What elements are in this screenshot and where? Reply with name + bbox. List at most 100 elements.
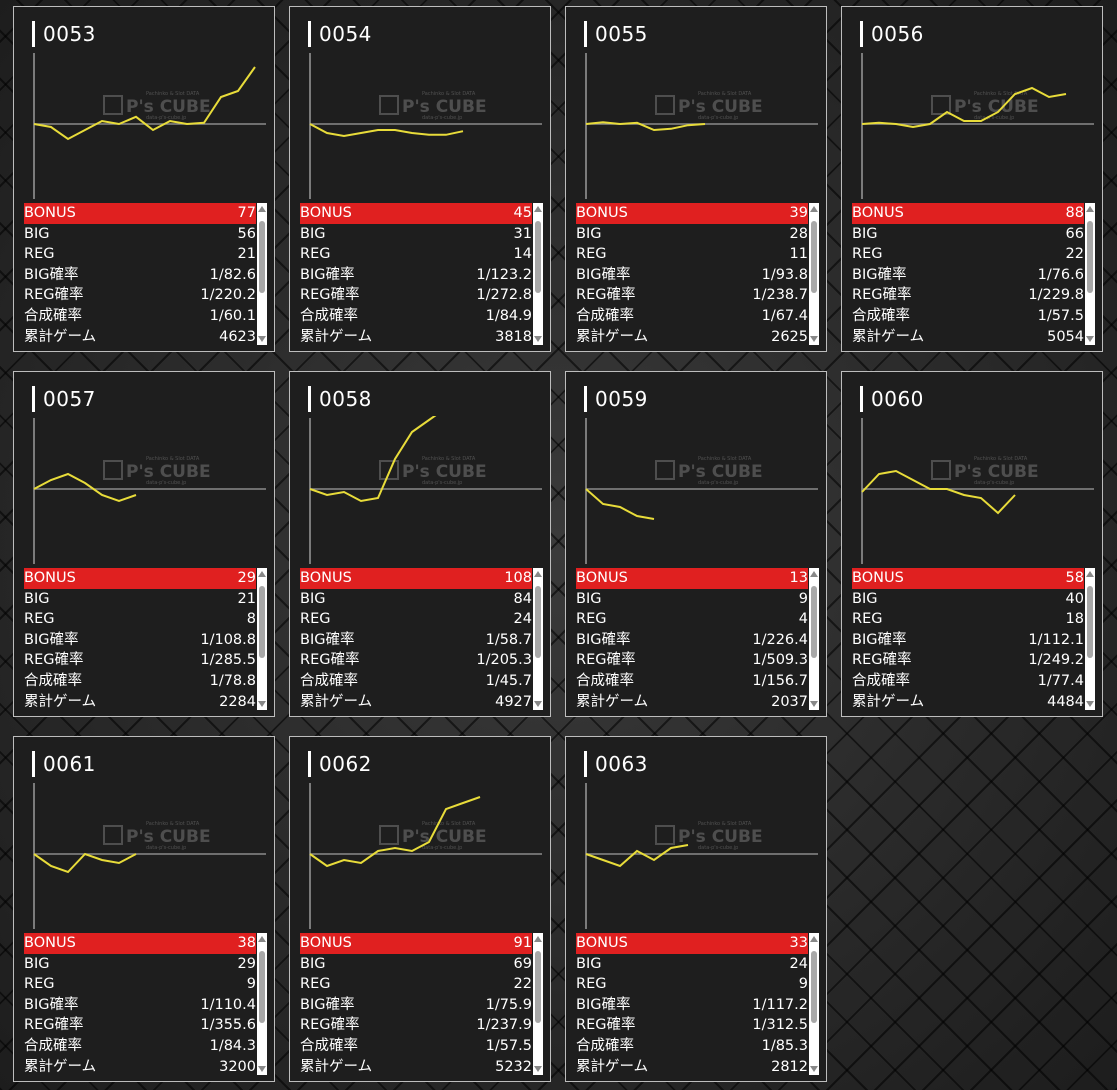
scroll-up-icon[interactable]: [258, 936, 266, 942]
scroll-thumb[interactable]: [535, 586, 541, 658]
scroll-up-icon[interactable]: [810, 936, 818, 942]
stats-scrollbar[interactable]: [257, 203, 267, 345]
stat-row-combined-rate: 合成確率 1/77.4: [852, 671, 1084, 692]
watermark-bottom: data-p's-cube.jp: [146, 115, 186, 121]
stat-label: 合成確率: [576, 673, 634, 689]
stats-scrollbar[interactable]: [257, 568, 267, 710]
stats-scrollbar[interactable]: [809, 933, 819, 1075]
stat-value: 1/84.9: [485, 308, 532, 324]
watermark-brand: P's CUBE: [402, 462, 487, 482]
stat-row-total-games: 累計ゲーム 5054: [852, 327, 1084, 348]
stats-scrollbar[interactable]: [257, 933, 267, 1075]
scroll-up-icon[interactable]: [810, 206, 818, 212]
scroll-thumb[interactable]: [811, 951, 817, 1023]
scroll-down-icon[interactable]: [810, 701, 818, 707]
stat-row-combined-rate: 合成確率 1/156.7: [576, 671, 808, 692]
stat-row-big-rate: BIG確率 1/123.2: [300, 265, 532, 286]
stat-value: 4484: [1047, 693, 1084, 710]
stats-list: BONUS 58 BIG 40 REG 18 BIG確率 1/112.1 REG確率 1/249.…: [852, 568, 1095, 710]
stats-list: BONUS 91 BIG 69 REG 22 BIG確率 1/75.9 REG確率 1/237.9…: [300, 933, 543, 1075]
scroll-up-icon[interactable]: [1086, 206, 1094, 212]
stats-list: BONUS 29 BIG 21 REG 8 BIG確率 1/108.8 REG確率 1/285.5…: [24, 568, 267, 710]
stat-value: 28: [789, 225, 808, 242]
scroll-up-icon[interactable]: [810, 571, 818, 577]
scroll-up-icon[interactable]: [258, 571, 266, 577]
scroll-down-icon[interactable]: [810, 336, 818, 342]
machine-card[interactable]: 0054 Pachinko & Slot DATA P's CUBE data-p's…: [289, 6, 551, 352]
machine-card[interactable]: 0056 Pachinko & Slot DATA P's CUBE data-p's…: [841, 6, 1103, 352]
stat-value: 1/123.2: [476, 266, 532, 283]
machine-title: 0061: [32, 751, 96, 777]
scroll-up-icon[interactable]: [534, 571, 542, 577]
stat-label: REG: [576, 611, 607, 628]
scroll-down-icon[interactable]: [810, 1066, 818, 1072]
machine-title: 0058: [308, 386, 372, 412]
scroll-thumb[interactable]: [1087, 586, 1093, 658]
stat-row-total-games: 累計ゲーム 4623: [24, 327, 256, 348]
scroll-thumb[interactable]: [811, 586, 817, 658]
scroll-thumb[interactable]: [259, 221, 265, 293]
stat-value: 39: [789, 205, 808, 221]
watermark-brand: P's CUBE: [678, 827, 763, 847]
scroll-down-icon[interactable]: [534, 336, 542, 342]
stat-row-combined-rate: 合成確率 1/45.7: [300, 671, 532, 692]
scroll-down-icon[interactable]: [534, 1066, 542, 1072]
stat-label: BIG確率: [300, 266, 355, 283]
stat-row-bonus: BONUS 29: [24, 568, 256, 589]
stat-row-big-rate: BIG確率 1/112.1: [852, 630, 1084, 651]
scroll-thumb[interactable]: [535, 951, 541, 1023]
stats-scrollbar[interactable]: [809, 203, 819, 345]
scroll-down-icon[interactable]: [1086, 336, 1094, 342]
scroll-down-icon[interactable]: [258, 336, 266, 342]
stat-row-reg-rate: REG確率 1/355.6: [24, 1015, 256, 1036]
stats-scrollbar[interactable]: [1085, 203, 1095, 345]
machine-card[interactable]: 0060 Pachinko & Slot DATA P's CUBE data-p's…: [841, 371, 1103, 717]
stats-scrollbar[interactable]: [533, 933, 543, 1075]
watermark-top: Pachinko & Slot DATA: [974, 456, 1028, 462]
stat-label: REG確率: [852, 287, 912, 304]
watermark-bottom: data-p's-cube.jp: [422, 480, 462, 486]
scroll-thumb[interactable]: [535, 221, 541, 293]
stat-row-total-games: 累計ゲーム 2037: [576, 692, 808, 713]
machine-card[interactable]: 0061 Pachinko & Slot DATA P's CUBE data-p's…: [13, 736, 275, 1082]
machine-card[interactable]: 0059 Pachinko & Slot DATA P's CUBE data-p's…: [565, 371, 827, 717]
stats-scrollbar[interactable]: [533, 568, 543, 710]
stat-row-bonus: BONUS 45: [300, 203, 532, 224]
machine-number: 0057: [43, 387, 96, 411]
machine-card[interactable]: 0057 Pachinko & Slot DATA P's CUBE data-p's…: [13, 371, 275, 717]
stat-row-bonus: BONUS 88: [852, 203, 1084, 224]
machine-card[interactable]: 0062 Pachinko & Slot DATA P's CUBE data-p's…: [289, 736, 551, 1082]
watermark-top: Pachinko & Slot DATA: [146, 821, 200, 827]
scroll-thumb[interactable]: [811, 221, 817, 293]
machine-card[interactable]: 0063 Pachinko & Slot DATA P's CUBE data-p's…: [565, 736, 827, 1082]
scroll-down-icon[interactable]: [534, 701, 542, 707]
scroll-down-icon[interactable]: [1086, 701, 1094, 707]
scroll-up-icon[interactable]: [258, 206, 266, 212]
machine-title: 0055: [584, 21, 648, 47]
stats-scrollbar[interactable]: [1085, 568, 1095, 710]
stat-value: 1/509.3: [752, 652, 808, 669]
stat-row-big-rate: BIG確率 1/110.4: [24, 995, 256, 1016]
machine-number: 0062: [319, 752, 372, 776]
machine-card[interactable]: 0055 Pachinko & Slot DATA P's CUBE data-p's…: [565, 6, 827, 352]
scroll-down-icon[interactable]: [258, 701, 266, 707]
stats-scrollbar[interactable]: [533, 203, 543, 345]
slump-line: [33, 852, 137, 874]
scroll-down-icon[interactable]: [258, 1066, 266, 1072]
stat-value: 1/156.7: [752, 673, 808, 689]
scroll-thumb[interactable]: [1087, 221, 1093, 293]
machine-card[interactable]: 0053 Pachinko & Slot DATA P's CUBE data-p's…: [13, 6, 275, 352]
scroll-thumb[interactable]: [259, 951, 265, 1023]
machine-card[interactable]: 0058 Pachinko & Slot DATA P's CUBE data-p's…: [289, 371, 551, 717]
stat-row-reg: REG 11: [576, 244, 808, 265]
stat-value: 18: [1065, 611, 1084, 628]
scroll-up-icon[interactable]: [534, 206, 542, 212]
scroll-up-icon[interactable]: [534, 936, 542, 942]
scroll-up-icon[interactable]: [1086, 571, 1094, 577]
stat-row-combined-rate: 合成確率 1/85.3: [576, 1036, 808, 1057]
stat-row-bonus: BONUS 58: [852, 568, 1084, 589]
scroll-thumb[interactable]: [259, 586, 265, 658]
stats-scrollbar[interactable]: [809, 568, 819, 710]
